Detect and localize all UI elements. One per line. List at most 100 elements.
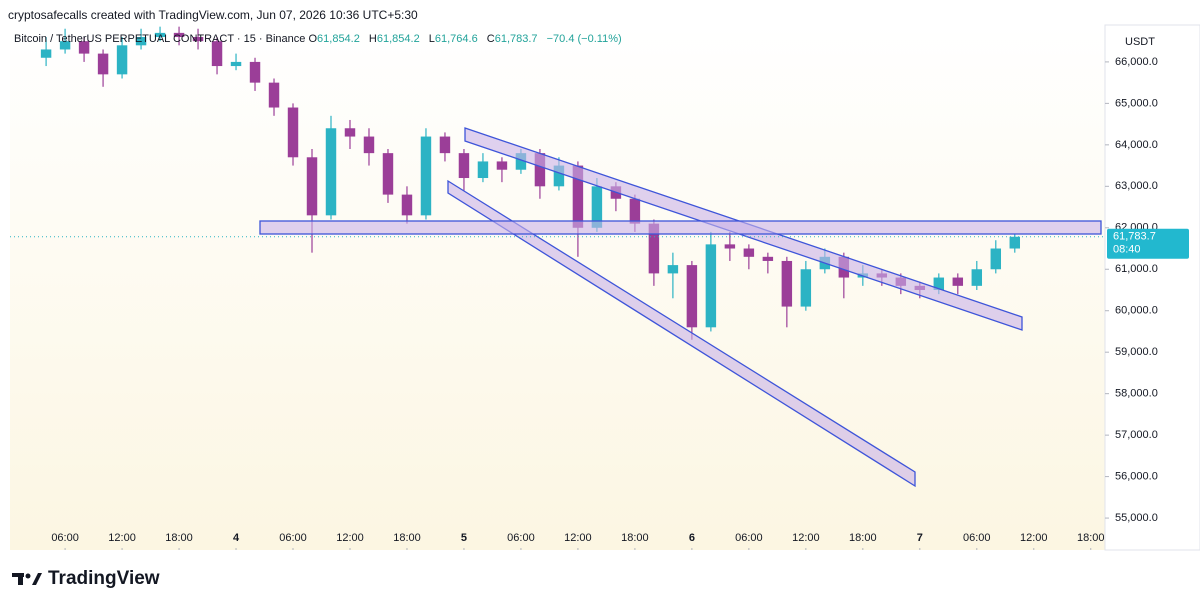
price-axis-area — [1105, 25, 1200, 550]
y-tick-label: 61,000.0 — [1115, 263, 1158, 275]
x-tick-label: 5 — [461, 532, 467, 544]
change: −70.4 (−0.11%) — [546, 33, 622, 45]
x-tick-label: 06:00 — [507, 532, 535, 544]
resistance-zone[interactable] — [259, 220, 1102, 235]
candle-body — [78, 41, 90, 54]
candle-body — [534, 153, 546, 187]
ohlc-value: 61,854.2 — [317, 33, 360, 45]
x-tick-label: 18:00 — [1077, 532, 1105, 544]
candle-body — [154, 32, 166, 38]
x-tick-label: 18:00 — [849, 532, 877, 544]
last-price-box — [1107, 228, 1189, 259]
candle-body — [173, 32, 185, 38]
candle-body — [591, 186, 603, 228]
last-price-label: 61,783.7 — [1113, 231, 1156, 243]
candle-body — [1009, 236, 1021, 249]
y-tick-label: 56,000.0 — [1115, 471, 1158, 483]
x-tick-label: 18:00 — [621, 532, 649, 544]
y-tick-label: 63,000.0 — [1115, 180, 1158, 192]
ohlc-value: 61,854.2 — [376, 33, 420, 45]
candle-body — [781, 260, 793, 307]
ohlc-value: 61,764.6 — [434, 33, 478, 45]
x-tick-label: 06:00 — [51, 532, 79, 544]
lower-channel[interactable] — [447, 179, 916, 488]
x-tick-label: 06:00 — [279, 532, 307, 544]
candle-body — [97, 53, 109, 75]
x-tick-label: 6 — [689, 532, 695, 544]
candle-body — [382, 153, 394, 195]
candle-body — [762, 256, 774, 261]
candle-body — [477, 161, 489, 179]
symbol-title: Bitcoin / TetherUS PERPETUAL CONTRACT · … — [14, 33, 306, 45]
candle-body — [933, 277, 945, 290]
candle-body — [553, 165, 565, 187]
countdown: 08:40 — [1113, 244, 1141, 256]
attribution: cryptosafecalls created with TradingView… — [8, 8, 418, 22]
footer: TradingView — [12, 568, 160, 590]
x-tick-label: 06:00 — [735, 532, 763, 544]
legend: Bitcoin / TetherUS PERPETUAL CONTRACT · … — [14, 33, 628, 45]
ohlc-value: 61,783.7 — [494, 33, 538, 45]
y-tick-label: 57,000.0 — [1115, 429, 1158, 441]
candle-body — [211, 41, 223, 67]
ohlc-label: H — [368, 33, 377, 45]
candle-body — [724, 244, 736, 249]
axis-unit: USDT — [1125, 36, 1155, 48]
candle-body — [401, 194, 413, 216]
x-tick-label: 06:00 — [963, 532, 991, 544]
x-tick-label: 12:00 — [108, 532, 136, 544]
candle-body — [59, 41, 71, 50]
candle-body — [952, 277, 964, 286]
x-tick-label: 18:00 — [165, 532, 193, 544]
y-tick-label: 60,000.0 — [1115, 305, 1158, 317]
x-tick-label: 12:00 — [792, 532, 820, 544]
candle-body — [325, 128, 337, 216]
y-tick-label: 66,000.0 — [1115, 56, 1158, 68]
x-tick-label: 4 — [233, 532, 240, 544]
y-tick-label: 59,000.0 — [1115, 346, 1158, 358]
ohlc-label: L — [428, 33, 435, 45]
x-tick-label: 18:00 — [393, 532, 421, 544]
y-tick-label: 58,000.0 — [1115, 388, 1158, 400]
candle-body — [990, 248, 1002, 270]
candle-body — [648, 223, 660, 274]
candle-body — [458, 153, 470, 179]
candle-body — [306, 157, 318, 216]
x-tick-label: 7 — [917, 532, 923, 544]
brand: TradingView — [48, 568, 160, 589]
candle-body — [971, 269, 983, 286]
candle-body — [743, 248, 755, 257]
candle-body — [629, 198, 641, 224]
y-tick-label: 65,000.0 — [1115, 97, 1158, 109]
candle-body — [249, 61, 261, 83]
candle-body — [230, 61, 242, 67]
candle-body — [800, 269, 812, 307]
candle-body — [572, 165, 584, 228]
x-tick-label: 12:00 — [1020, 532, 1048, 544]
candle-body — [667, 265, 679, 274]
candle-body — [515, 153, 527, 170]
candle-body — [192, 37, 204, 42]
x-tick-label: 12:00 — [336, 532, 364, 544]
candle-body — [344, 128, 356, 137]
candle-body — [420, 136, 432, 216]
price-axis-border — [1104, 24, 1200, 551]
candle-body — [686, 265, 698, 328]
logo — [12, 573, 42, 585]
candle-body — [496, 161, 508, 170]
candle-body — [268, 82, 280, 108]
ohlc-label: C — [486, 33, 495, 45]
candle-body — [287, 107, 299, 158]
candle-body — [40, 49, 52, 58]
candle-body — [439, 136, 451, 154]
y-tick-label: 55,000.0 — [1115, 512, 1158, 524]
candle-body — [363, 136, 375, 154]
candle-body — [705, 244, 717, 328]
ohlc-label: O — [308, 33, 318, 45]
candle-body — [135, 37, 147, 46]
x-tick-label: 12:00 — [564, 532, 592, 544]
candle-body — [116, 45, 128, 75]
y-tick-label: 64,000.0 — [1115, 139, 1158, 151]
